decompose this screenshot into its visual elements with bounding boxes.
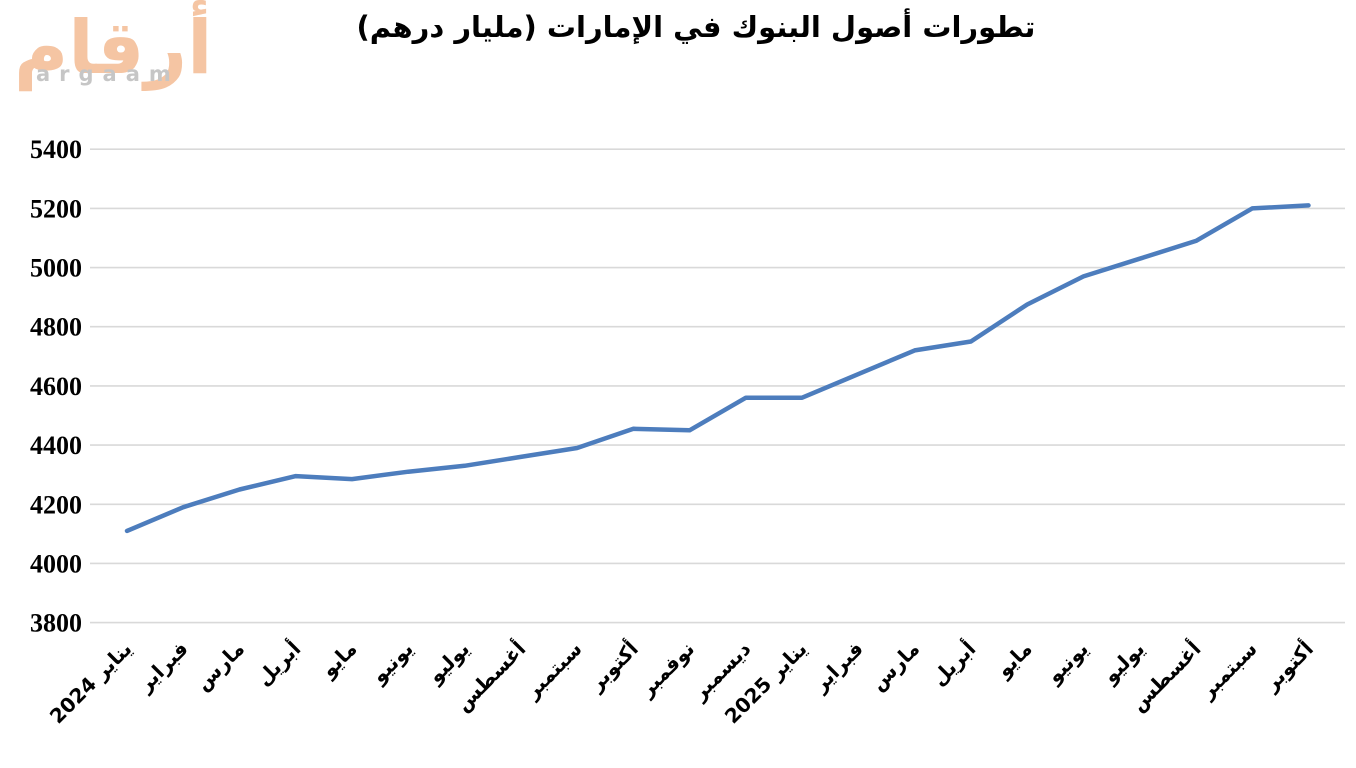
gridlines-group bbox=[90, 148, 1345, 624]
y-axis-tick-label: 4400 bbox=[30, 431, 82, 460]
y-axis-tick-label: 4800 bbox=[30, 313, 82, 342]
x-axis-tick-label: أكتوبر bbox=[1257, 635, 1318, 696]
x-axis-tick-label: مايو bbox=[316, 637, 362, 683]
y-axis-tick-label: 5200 bbox=[30, 194, 82, 223]
x-axis-tick-label: سبتمبر bbox=[519, 637, 586, 704]
y-axis-tick-label: 5000 bbox=[30, 254, 82, 283]
y-axis-tick-label: 4200 bbox=[30, 490, 82, 519]
x-axis-tick-label: أبريل bbox=[925, 635, 980, 690]
x-axis-tick-label: أبريل bbox=[250, 635, 305, 690]
x-axis-tick-label: أكتوبر bbox=[582, 635, 643, 696]
x-axis-tick-label: فبراير bbox=[132, 637, 192, 697]
x-axis-tick-label: يوليو bbox=[422, 637, 474, 689]
series-group bbox=[124, 203, 1311, 534]
argaam-logo: أرقام argaam bbox=[14, 0, 224, 110]
x-axis-tick-label: مارس bbox=[866, 637, 925, 696]
x-axis-tick-label: فبراير bbox=[807, 637, 867, 697]
y-axis-tick-label: 3800 bbox=[30, 609, 82, 638]
x-axis-tick-label: يناير 2024 bbox=[45, 637, 137, 729]
y-axis-tick-label: 5400 bbox=[30, 135, 82, 164]
y-axis-tick-label: 4600 bbox=[30, 372, 82, 401]
chart-title: تطورات أصول البنوك في الإمارات (مليار در… bbox=[356, 10, 1036, 44]
y-axis-tick-label: 4000 bbox=[30, 549, 82, 578]
bank-assets-line-series bbox=[124, 203, 1311, 534]
x-axis-tick-label: نوفمبر bbox=[634, 637, 699, 702]
x-axis-tick-label: يونيو bbox=[366, 637, 418, 689]
x-axis-tick-label: سبتمبر bbox=[1195, 637, 1262, 704]
y-axis-labels-group: 3800 4000 4200 4400 4600 4800 5000 5200 5400 bbox=[30, 135, 82, 637]
x-axis-tick-label: يوليو bbox=[1097, 637, 1149, 689]
argaam-logo-latin-wordmark: argaam bbox=[36, 62, 180, 86]
argaam-logo-arabic-wordmark: أرقام bbox=[14, 5, 213, 91]
x-axis-tick-label: مايو bbox=[991, 637, 1037, 683]
x-axis-tick-label: يونيو bbox=[1041, 637, 1093, 689]
x-axis-tick-label: مارس bbox=[190, 637, 249, 696]
